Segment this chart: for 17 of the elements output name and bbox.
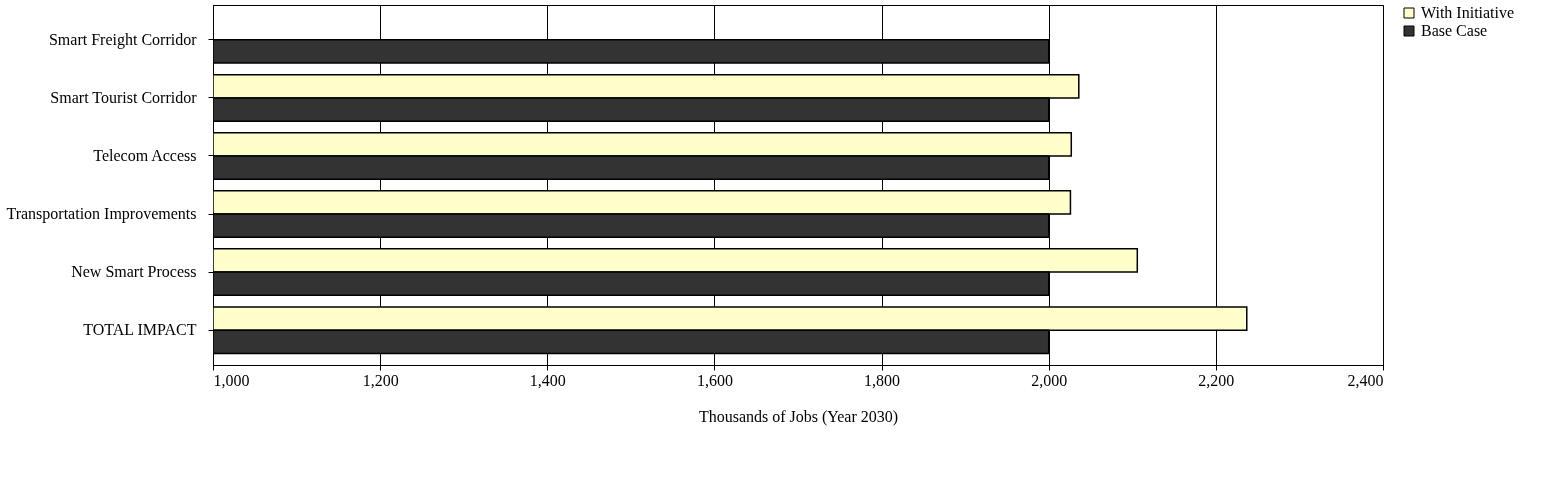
x-axis-title: Thousands of Jobs (Year 2030) [698,407,899,426]
y-tick-label: New Smart Process [71,263,197,281]
x-tick-label: 1,000 [213,371,250,389]
x-tick-label: 1,200 [362,371,399,389]
x-tick-label: 2,400 [1347,371,1384,389]
x-tick-label: 1,400 [529,371,566,389]
x-tick-label: 2,200 [1198,371,1235,389]
y-tick-label: Smart Tourist Corridor [50,88,198,106]
x-tick-label: 1,800 [864,371,901,389]
x-tick-label: 2,000 [1031,371,1068,389]
y-tick-label: TOTAL IMPACT [83,321,197,339]
y-tick-label: Transportation Improvements [6,205,197,224]
legend-label: Base Case [1421,22,1488,39]
y-tick-label: Telecom Access [93,146,197,164]
y-tick-label: Smart Freight Corridor [48,30,198,49]
x-tick-label: 1,600 [696,371,733,389]
legend-label: With Initiative [1421,4,1515,21]
